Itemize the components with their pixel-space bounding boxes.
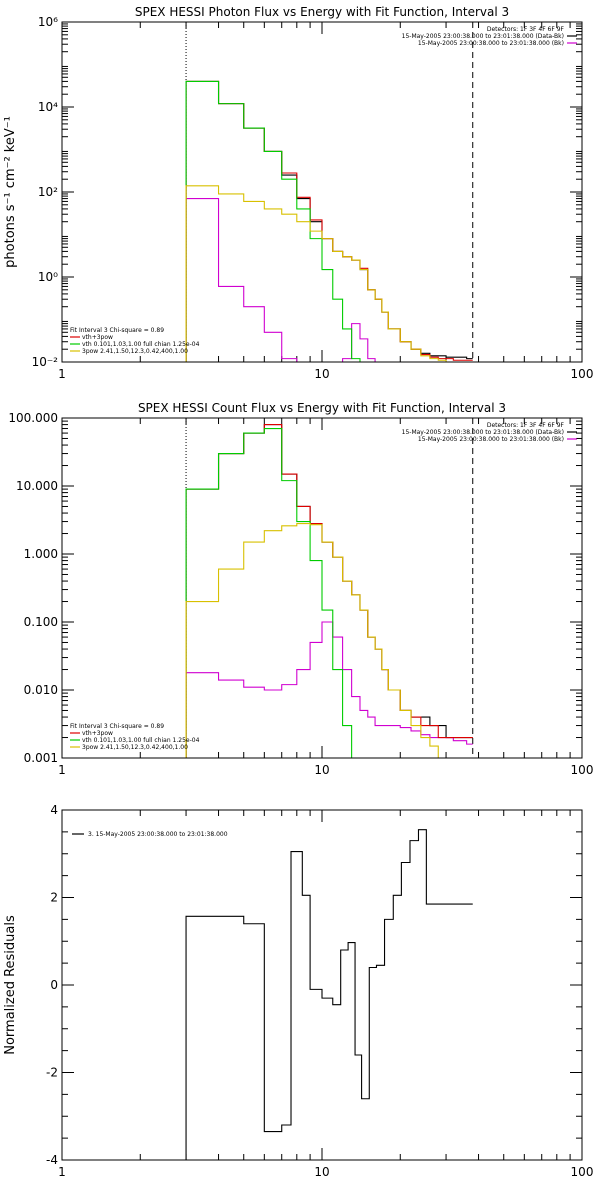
x-tick-label: 10: [314, 1165, 329, 1179]
y-tick-label: 2: [50, 891, 58, 905]
series-line-3: [185, 80, 361, 362]
x-tick-label: 1: [58, 367, 66, 381]
legend-top-entry: 15-May-2005 23:00:38.000 to 23:01:38.000…: [418, 436, 564, 443]
y-tick-label: -4: [46, 1153, 58, 1167]
y-tick-label: 10²: [38, 185, 58, 199]
plot-frame: [61, 21, 583, 363]
legend-fit-entry: vth+3pow: [82, 730, 113, 737]
y-tick-label: 10⁰: [38, 270, 58, 284]
y-axis-label: Normalized Residuals: [3, 915, 18, 1055]
legend-fit-entry: Fit Interval 3 Chi-square = 0.89: [70, 327, 164, 334]
x-tick-label: 10: [314, 763, 329, 777]
series-line-3: [185, 427, 353, 758]
count-flux-plot: SPEX HESSI Count Flux vs Energy with Fit…: [8, 401, 594, 777]
legend-fit-entry: vth 0.101,1.03,1.00 full chian 1.25e-04: [82, 737, 200, 744]
legend-top-entry: 15-May-2005 23:00:38.000 to 23:01:38.000…: [402, 429, 564, 436]
x-tick-label: 100: [571, 1165, 594, 1179]
legend-fit-entry: vth+3pow: [82, 334, 113, 341]
y-tick-label: 0.100: [24, 615, 58, 629]
legend-top-entry: Detectors: 1F 3F 4F 6F 9F: [487, 422, 565, 429]
plot-frame: [61, 809, 583, 1161]
legend-fit-entry: vth 0.101,1.03,1.00 full chian 1.25e-04: [82, 341, 200, 348]
legend-top-entry: 15-May-2005 23:00:38.000 to 23:01:38.000…: [402, 33, 564, 40]
series-line-1: [185, 198, 376, 362]
x-tick-label: 1: [58, 763, 66, 777]
x-tick-label: 100: [571, 367, 594, 381]
y-tick-label: 100.000: [8, 411, 58, 425]
x-tick-label: 100: [571, 763, 594, 777]
y-tick-label: 1.000: [24, 547, 58, 561]
y-tick-label: 0.010: [24, 683, 58, 697]
x-tick-label: 1: [58, 1165, 66, 1179]
y-axis-label: photons s⁻¹ cm⁻² keV⁻¹: [3, 116, 18, 268]
series-line-4: [185, 185, 461, 362]
x-tick-label: 10: [314, 367, 329, 381]
series-line-0: [185, 424, 473, 758]
y-tick-label: 10.000: [16, 479, 58, 493]
series-line-1: [185, 621, 473, 758]
y-tick-label: 0.001: [24, 751, 58, 765]
y-tick-label: 10⁶: [38, 15, 58, 29]
legend-fit-entry: 3pow 2.41,1.50,12.3,0.42,400,1.00: [82, 744, 188, 751]
legend-fit-entry: 3pow 2.41,1.50,12.3,0.42,400,1.00: [82, 348, 188, 355]
photon-flux-plot: SPEX HESSI Photon Flux vs Energy with Fi…: [3, 5, 594, 381]
legend-entry: 3. 15-May-2005 23:00:38.000 to 23:01:38.…: [88, 831, 228, 838]
y-tick-label: 4: [50, 803, 58, 817]
series-line-2: [185, 424, 473, 758]
y-tick-label: 0: [50, 978, 58, 992]
residuals-plot: Normalized Residuals 1 10 100 -4 -2 0 2 4 3. 15-M…: [3, 803, 594, 1179]
plot-frame: [61, 417, 583, 759]
series-line-4: [185, 523, 447, 758]
legend-fit-entry: Fit Interval 3 Chi-square = 0.89: [70, 723, 164, 730]
y-tick-label: 10⁴: [38, 100, 58, 114]
y-tick-label: -2: [46, 1066, 58, 1080]
legend-top-entry: Detectors: 1F 3F 4F 6F 9F: [487, 26, 565, 33]
chart-title: SPEX HESSI Photon Flux vs Energy with Fi…: [135, 5, 509, 19]
chart-title: SPEX HESSI Count Flux vs Energy with Fit…: [138, 401, 506, 415]
legend-top-entry: 15-May-2005 23:00:38.000 to 23:01:38.000…: [418, 40, 564, 47]
y-tick-label: 10⁻²: [32, 355, 59, 369]
series-line-0: [185, 829, 473, 1160]
